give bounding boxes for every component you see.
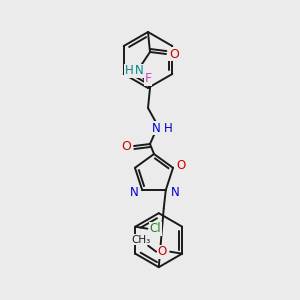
Text: H: H	[124, 64, 134, 77]
Text: O: O	[176, 159, 186, 172]
Text: N: N	[152, 122, 160, 134]
Text: F: F	[144, 73, 152, 85]
Text: O: O	[169, 47, 179, 61]
Text: CH₃: CH₃	[131, 235, 151, 245]
Text: O: O	[121, 140, 131, 152]
Text: N: N	[170, 186, 179, 199]
Text: Cl: Cl	[150, 222, 161, 235]
Text: N: N	[130, 186, 139, 199]
Text: H: H	[164, 122, 172, 134]
Text: O: O	[158, 245, 167, 258]
Text: N: N	[135, 64, 143, 77]
